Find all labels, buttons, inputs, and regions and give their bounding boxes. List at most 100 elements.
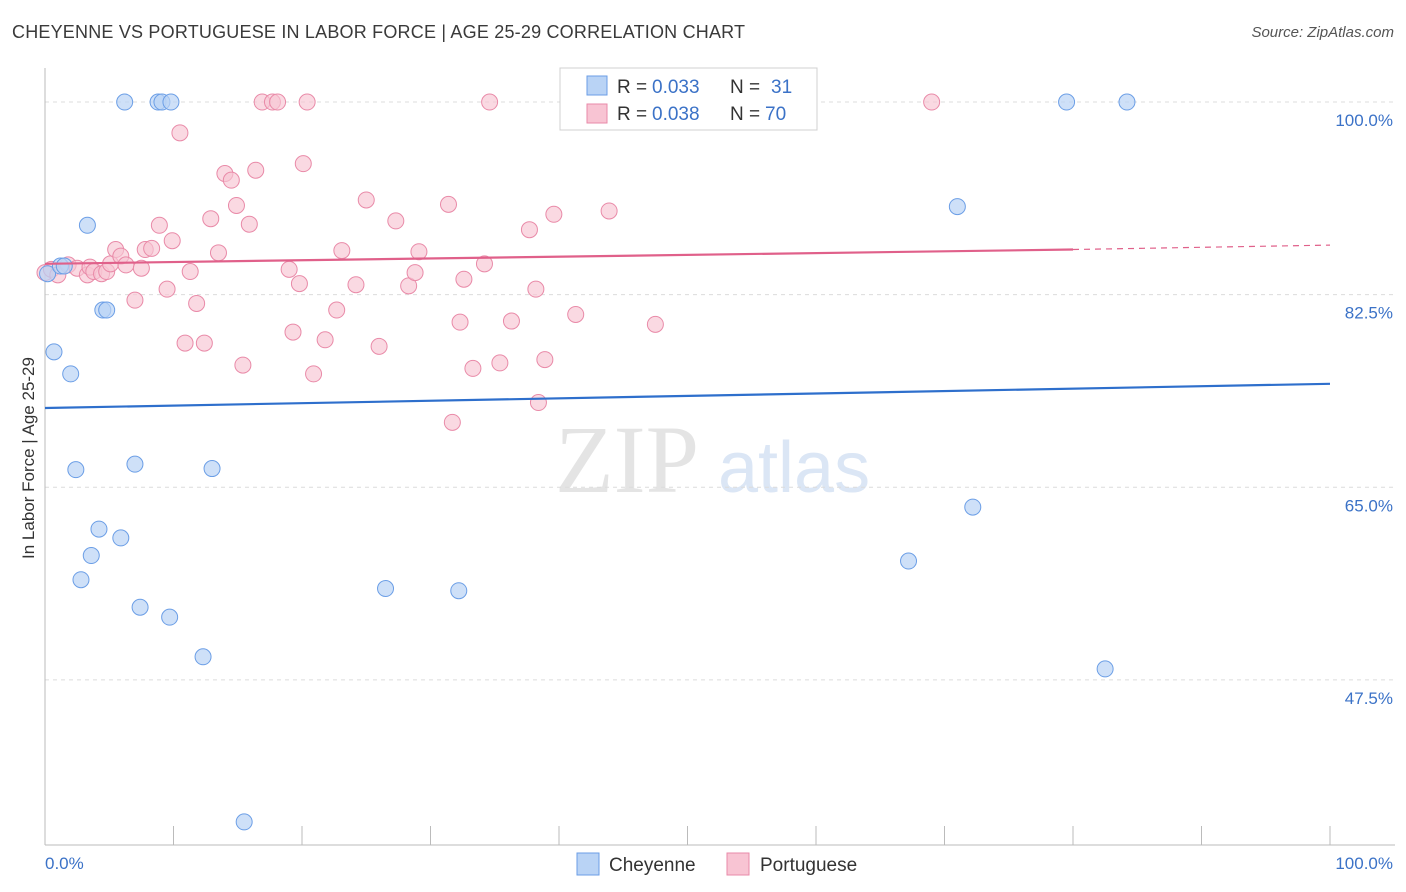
legend-portuguese-n-label: N = [730, 104, 760, 125]
portuguese-point [357, 191, 375, 209]
axes [44, 68, 1395, 846]
portuguese-point [171, 124, 189, 142]
cheyenne-point [45, 343, 63, 361]
portuguese-point [284, 323, 302, 341]
portuguese-point [227, 196, 245, 214]
cheyenne-point [450, 582, 468, 600]
cheyenne-point [203, 460, 221, 478]
portuguese-point [520, 221, 538, 239]
portuguese-point [188, 294, 206, 312]
watermark-zip: ZIP [555, 406, 699, 513]
grid [45, 101, 1395, 681]
trend-lines [44, 244, 1331, 410]
cheyenne-point [162, 93, 180, 111]
cheyenne-points [39, 93, 1136, 831]
y-tick-label: 100.0% [1335, 111, 1393, 130]
portuguese-point [923, 93, 941, 111]
cheyenne-point [161, 608, 179, 626]
portuguese-point [202, 210, 220, 228]
legend-cheyenne-n-value: 31 [771, 77, 792, 98]
legend-portuguese-n-value: 70 [765, 104, 786, 125]
cheyenne-point [964, 498, 982, 516]
portuguese-point [646, 315, 664, 333]
cheyenne-point [78, 216, 96, 234]
portuguese-point [126, 291, 144, 309]
source-label: Source: ZipAtlas.com [1251, 24, 1394, 41]
portuguese-point [600, 202, 618, 220]
cheyenne-point [194, 648, 212, 666]
y-axis-title: In Labor Force | Age 25-29 [19, 357, 38, 559]
portuguese-point [406, 264, 424, 282]
portuguese-point [333, 242, 351, 260]
portuguese-point [527, 280, 545, 298]
portuguese-point [347, 276, 365, 294]
portuguese-point [240, 215, 258, 233]
portuguese-point [545, 205, 563, 223]
legend-cheyenne-r-value: 0.033 [652, 77, 700, 98]
cheyenne-point [90, 520, 108, 538]
portuguese-trend-line [44, 248, 1074, 265]
portuguese-trend-extension [1072, 244, 1331, 251]
cheyenne-point [55, 257, 73, 275]
portuguese-point [443, 413, 461, 431]
portuguese-point [294, 155, 312, 173]
portuguese-point [370, 337, 388, 355]
portuguese-point [209, 244, 227, 262]
portuguese-point [451, 313, 469, 331]
portuguese-point [491, 354, 509, 372]
cheyenne-point [131, 598, 149, 616]
cheyenne-point [82, 547, 100, 565]
cheyenne-point [112, 529, 130, 547]
legend: R = 0.033 N = 31 R = 0.038 N = 70 [559, 67, 818, 131]
y-tick-label: 47.5% [1345, 689, 1393, 708]
cheyenne-point [1096, 660, 1114, 678]
portuguese-point [305, 365, 323, 383]
cheyenne-point [1058, 93, 1076, 111]
legend-portuguese-r-value: 0.038 [652, 104, 700, 125]
x-tick-labels: 0.0% 100.0% [45, 854, 1393, 873]
cheyenne-point [39, 265, 57, 283]
portuguese-point [410, 243, 428, 261]
y-tick-labels: 47.5% 65.0% 82.5% 100.0% [1335, 111, 1393, 708]
cheyenne-point [62, 365, 80, 383]
cheyenne-trend-line [44, 382, 1331, 410]
cheyenne-point [235, 813, 253, 831]
bottom-legend-portuguese-label: Portuguese [760, 855, 857, 876]
portuguese-point [536, 351, 554, 369]
portuguese-point [567, 305, 585, 323]
portuguese-point [455, 270, 473, 288]
cheyenne-point [377, 580, 395, 598]
portuguese-point [280, 260, 298, 278]
portuguese-point [150, 216, 168, 234]
bottom-legend: Cheyenne Portuguese [576, 852, 857, 876]
chart-title: CHEYENNE VS PORTUGUESE IN LABOR FORCE | … [12, 22, 746, 42]
portuguese-point [132, 259, 150, 277]
portuguese-point [176, 334, 194, 352]
x-tick-label-start: 0.0% [45, 854, 84, 873]
portuguese-point [247, 161, 265, 179]
x-tick-label-end: 100.0% [1335, 854, 1393, 873]
portuguese-point [195, 334, 213, 352]
legend-cheyenne-swatch [586, 75, 608, 96]
portuguese-point [222, 171, 240, 189]
portuguese-point [464, 359, 482, 377]
portuguese-point [316, 331, 334, 349]
portuguese-point [143, 239, 161, 257]
bottom-legend-cheyenne-swatch [576, 852, 600, 876]
legend-cheyenne-r-label: R = [617, 77, 647, 98]
portuguese-point [387, 212, 405, 230]
y-tick-label: 82.5% [1345, 304, 1393, 323]
cheyenne-point [98, 301, 116, 319]
portuguese-point [269, 93, 287, 111]
portuguese-point [181, 263, 199, 281]
bottom-legend-cheyenne-label: Cheyenne [609, 855, 696, 876]
watermark: ZIP atlas [555, 406, 870, 513]
cheyenne-point [72, 571, 90, 589]
cheyenne-point [116, 93, 134, 111]
portuguese-point [163, 232, 181, 250]
cheyenne-point [900, 552, 918, 570]
portuguese-point [290, 275, 308, 293]
portuguese-point [158, 280, 176, 298]
portuguese-point [475, 255, 493, 273]
